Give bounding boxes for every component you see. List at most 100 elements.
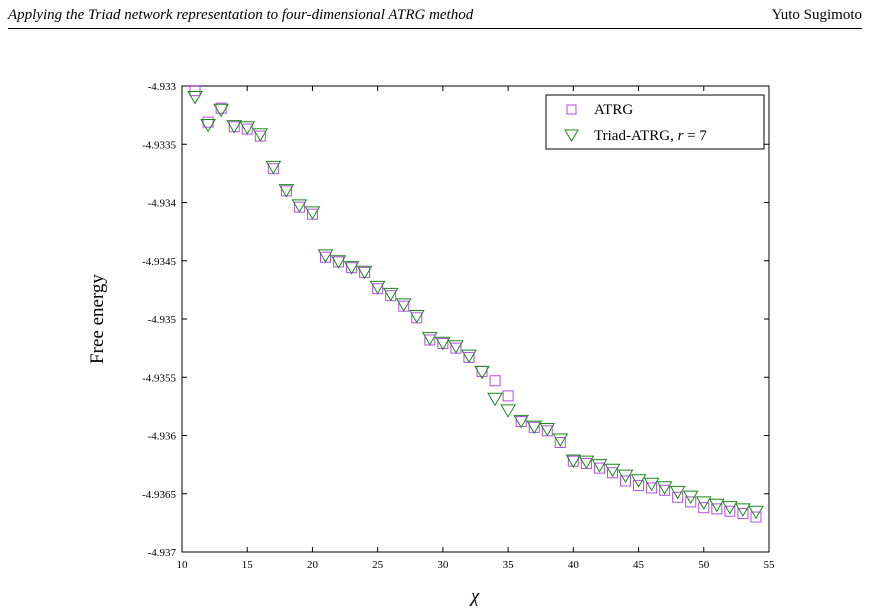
atrg-point [502, 390, 514, 402]
x-tick-label: 15 [242, 559, 254, 571]
triad-atrg-point [748, 505, 764, 520]
atrg-point [580, 457, 592, 469]
triad-atrg-point [187, 90, 203, 105]
triad-atrg-point [369, 280, 386, 295]
atrg-point [659, 484, 671, 496]
triad-atrg-point [213, 103, 230, 118]
triad-atrg-point [617, 469, 634, 484]
y-axis-label: Free energy [87, 274, 108, 364]
legend-atrg-marker [566, 104, 577, 115]
x-tick-label: 10 [177, 559, 189, 571]
triad-atrg-point [252, 128, 269, 142]
y-tick-label: -4.933 [148, 81, 177, 93]
triad-atrg-point [669, 485, 686, 500]
legend: ATRG Triad-ATRG, r = 7 [545, 94, 765, 150]
triad-atrg-point [643, 477, 660, 492]
atrg-point [593, 462, 605, 474]
running-header: Applying the Triad network representatio… [8, 4, 862, 29]
triad-atrg-point [200, 118, 216, 133]
x-tick-label: 50 [698, 559, 710, 571]
legend-triad-label: Triad-ATRG, r = 7 [594, 128, 707, 144]
triad-atrg-point [265, 160, 282, 175]
triad-atrg-point [513, 414, 530, 429]
atrg-point [450, 342, 462, 354]
triad-atrg-point [721, 501, 738, 515]
axis-ticks: 10 15 20 25 30 35 40 45 50 55 -4.933 -4.9335 -4.934 -… [142, 81, 775, 571]
atrg-point [306, 208, 318, 220]
y-tick-label: -4.935 [148, 314, 177, 326]
atrg-point [189, 85, 201, 97]
triad-atrg-point [448, 340, 464, 354]
legend-triad-marker [564, 129, 579, 142]
legend-atrg-label: ATRG [594, 102, 633, 118]
triad-atrg-point [382, 287, 399, 302]
triad-atrg-point [500, 404, 516, 418]
atrg-point [254, 130, 266, 142]
triad-atrg-point [630, 474, 647, 488]
atrg-point [672, 491, 684, 503]
legend-box [545, 94, 765, 150]
atrg-point [711, 503, 723, 515]
plot-frame [181, 85, 770, 553]
atrg-point [411, 312, 423, 324]
atrg-point [241, 123, 253, 135]
y-tick-label: -4.9335 [142, 139, 176, 151]
y-tick-label: -4.934 [148, 198, 177, 210]
triad-atrg-point [226, 120, 243, 134]
y-tick-label: -4.937 [148, 547, 177, 559]
atrg-point [620, 475, 632, 487]
data-marks [187, 85, 764, 523]
triad-atrg-point [487, 392, 503, 407]
atrg-point [489, 375, 501, 387]
triad-atrg-point [239, 121, 256, 135]
triad-atrg-point [552, 433, 569, 447]
triad-atrg-point [435, 336, 451, 351]
triad-atrg-point [461, 349, 477, 364]
triad-atrg-point [343, 261, 360, 275]
x-tick-label: 55 [764, 559, 776, 571]
triad-atrg-point [539, 423, 556, 437]
triad-atrg-point [695, 496, 712, 510]
triad-atrg-point [656, 481, 673, 495]
atrg-point [319, 251, 331, 263]
x-tick-label: 25 [372, 559, 384, 571]
atrg-point [476, 365, 488, 377]
atrg-point [293, 201, 305, 213]
atrg-point [646, 482, 658, 494]
triad-atrg-point [330, 255, 347, 269]
atrg-point [267, 163, 279, 175]
triad-atrg-point [421, 332, 438, 346]
x-axis-label: χ [469, 586, 480, 607]
triad-atrg-point [408, 310, 425, 324]
triad-atrg-point [526, 420, 543, 435]
triad-atrg-point [708, 498, 725, 513]
atrg-point [463, 351, 475, 363]
atrg-point [724, 505, 736, 517]
atrg-point [606, 467, 618, 479]
triad-atrg-point [304, 206, 321, 220]
atrg-point [398, 300, 410, 312]
atrg-point [554, 436, 566, 448]
y-tick-label: -4.9355 [142, 372, 176, 384]
header-paper-title: Applying the Triad network representatio… [8, 7, 474, 23]
x-tick-label: 40 [568, 559, 580, 571]
triad-atrg-point [278, 184, 295, 198]
atrg-point [372, 283, 384, 295]
triad-atrg-point [682, 490, 699, 505]
atrg-point [633, 480, 645, 492]
triad-atrg-point [291, 199, 308, 213]
x-tick-label: 45 [633, 559, 645, 571]
y-tick-label: -4.9365 [142, 489, 176, 501]
triad-atrg-point [735, 503, 751, 517]
x-tick-label: 20 [307, 559, 319, 571]
x-tick-label: 30 [437, 559, 449, 571]
atrg-point [541, 425, 553, 437]
atrg-point [685, 496, 697, 508]
triad-atrg-point [591, 459, 608, 473]
atrg-point [737, 508, 749, 520]
atrg-point [424, 334, 436, 346]
atrg-point [750, 511, 762, 523]
triad-atrg-point [317, 249, 334, 263]
triad-atrg-point [578, 455, 595, 470]
